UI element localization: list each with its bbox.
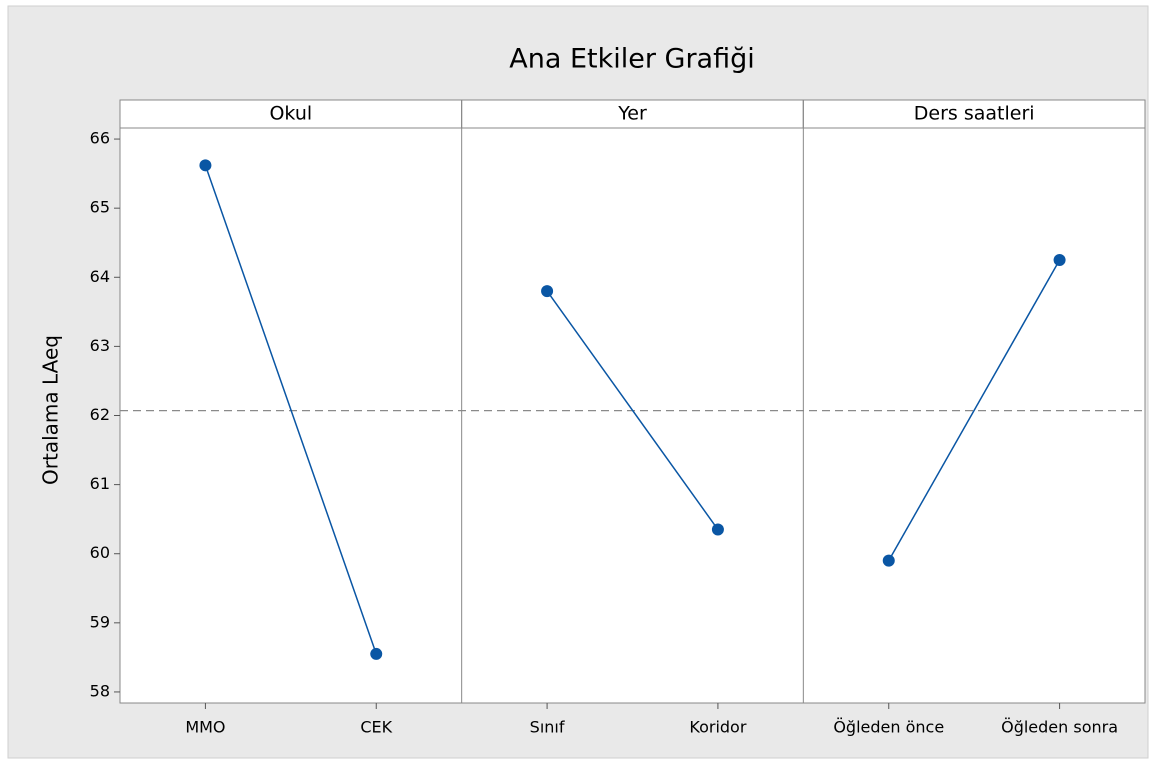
plot-area: [119, 99, 1146, 704]
y-tick-label: 59: [90, 612, 110, 631]
panel-title: Ders saatleri: [914, 103, 1035, 125]
chart-title: Ana Etkiler Grafiği: [509, 44, 755, 75]
data-point: [541, 285, 554, 298]
effect-line: [546, 290, 719, 530]
panel-title: Okul: [269, 103, 312, 125]
data-point: [199, 159, 212, 172]
y-tick-label: 60: [90, 543, 110, 562]
x-tick-label: Öğleden önce: [833, 718, 944, 737]
x-tick-label: MMO: [185, 718, 225, 737]
x-tick-label: CEK: [360, 718, 392, 737]
data-point: [1053, 254, 1066, 267]
panel-title: Yer: [617, 103, 647, 125]
y-tick-label: 63: [90, 336, 110, 355]
y-tick-label: 65: [90, 198, 110, 217]
x-tick-label: Koridor: [689, 718, 746, 737]
y-tick-label: 64: [90, 267, 110, 286]
x-tick-label: Sınıf: [530, 718, 565, 737]
panel-header: [802, 99, 1146, 129]
y-tick-label: 58: [90, 681, 110, 700]
effect-line: [888, 259, 1061, 562]
data-point: [711, 523, 724, 536]
data-point: [882, 554, 895, 567]
y-tick-label: 62: [90, 405, 110, 424]
data-point: [370, 647, 383, 660]
y-tick-label: 61: [90, 474, 110, 493]
y-axis-label: Ortalama LAeq: [39, 335, 63, 485]
effect-line: [204, 165, 377, 655]
y-tick-label: 66: [90, 129, 110, 148]
x-tick-label: Öğleden sonra: [1001, 718, 1118, 737]
